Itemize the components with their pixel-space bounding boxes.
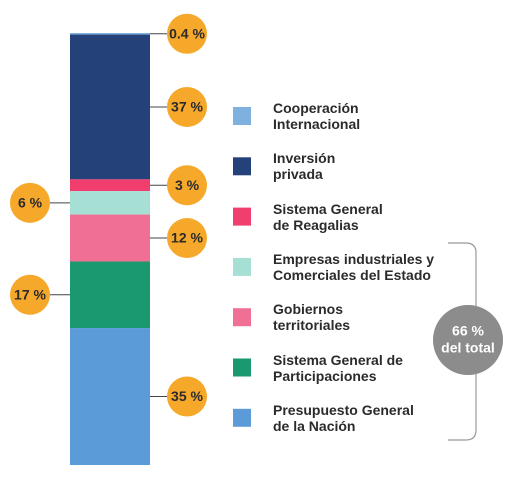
value-label: 37 % <box>171 99 203 115</box>
bar-segment <box>70 328 150 465</box>
value-label: 17 % <box>14 286 46 302</box>
legend-swatch <box>233 308 251 327</box>
legend-label: Cooperación Internacional <box>273 100 361 132</box>
legend-label: Sistema General de Participaciones <box>273 351 403 384</box>
bar-segment <box>70 261 150 329</box>
total-circle <box>433 305 503 375</box>
legend-swatch <box>233 257 251 276</box>
value-label: 35 % <box>171 388 203 404</box>
label-bubble <box>167 86 207 127</box>
bar-segment <box>70 191 150 215</box>
legend-swatch <box>233 358 251 377</box>
label-bubble <box>167 13 207 54</box>
legend-swatch <box>233 107 251 125</box>
annotation: 66 % <box>452 323 484 339</box>
legend-label: Inversión privada <box>273 150 336 183</box>
value-label: 6 % <box>18 195 43 211</box>
label-bubble <box>167 165 207 206</box>
legend-swatch <box>233 157 251 176</box>
value-label: 3 % <box>175 177 200 193</box>
bar-segment <box>70 179 150 192</box>
legend-label: Sistema General de Reagalias <box>273 200 383 233</box>
bar-segment <box>70 214 150 262</box>
legend-swatch <box>233 408 251 427</box>
legend-label: Empresas industriales y Comerciales del … <box>273 250 435 283</box>
bar-segment <box>70 33 150 35</box>
legend-label: Presupuesto General de la Nación <box>273 401 414 434</box>
label-bubble <box>10 274 50 315</box>
label-bubble <box>167 218 207 259</box>
legend-swatch <box>233 207 251 226</box>
value-label: 12 % <box>171 230 203 246</box>
value-label: 0.4 % <box>169 25 205 41</box>
annotation-sub: del total <box>441 340 495 356</box>
bar-segment <box>70 34 150 180</box>
label-bubble <box>167 376 207 417</box>
label-bubble <box>10 182 50 223</box>
legend-label: Gobiernos territoriales <box>273 301 351 334</box>
